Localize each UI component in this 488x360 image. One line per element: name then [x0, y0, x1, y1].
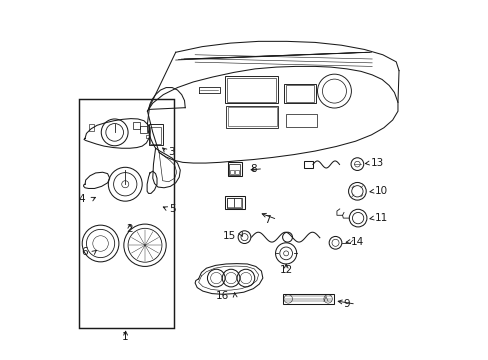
Text: 16: 16 [215, 291, 228, 301]
Bar [227, 162, 242, 176]
Bar [229, 170, 233, 174]
Bar [234, 198, 240, 207]
Bar [227, 198, 233, 207]
Text: 12: 12 [279, 265, 292, 275]
Text: 5: 5 [169, 204, 176, 214]
Text: 1: 1 [122, 332, 129, 342]
Bar [285, 114, 316, 127]
Bar [224, 76, 278, 103]
Bar [282, 294, 333, 304]
Bar [228, 164, 240, 175]
Bar [303, 161, 312, 168]
Text: 3: 3 [168, 147, 175, 157]
Bar [224, 195, 244, 209]
Text: 6: 6 [81, 247, 87, 257]
Bar [284, 84, 315, 103]
Text: 8: 8 [250, 164, 256, 174]
Bar [148, 124, 163, 145]
Bar [285, 85, 313, 102]
Bar [227, 107, 276, 126]
Bar [140, 126, 146, 134]
Bar [150, 127, 160, 144]
Text: 4: 4 [78, 194, 85, 204]
Bar [234, 170, 238, 174]
Bar [226, 198, 242, 207]
Text: 10: 10 [374, 186, 387, 196]
Bar [226, 78, 276, 102]
Text: 11: 11 [374, 213, 387, 223]
Bar [88, 124, 94, 131]
Text: 14: 14 [350, 237, 364, 247]
Bar [132, 122, 140, 129]
Bar [79, 99, 174, 328]
Text: 7: 7 [264, 215, 270, 225]
Text: 9: 9 [342, 299, 349, 309]
Text: 15: 15 [222, 231, 235, 241]
Text: 2: 2 [126, 224, 133, 234]
Text: 13: 13 [370, 158, 383, 168]
Bar [225, 106, 278, 128]
